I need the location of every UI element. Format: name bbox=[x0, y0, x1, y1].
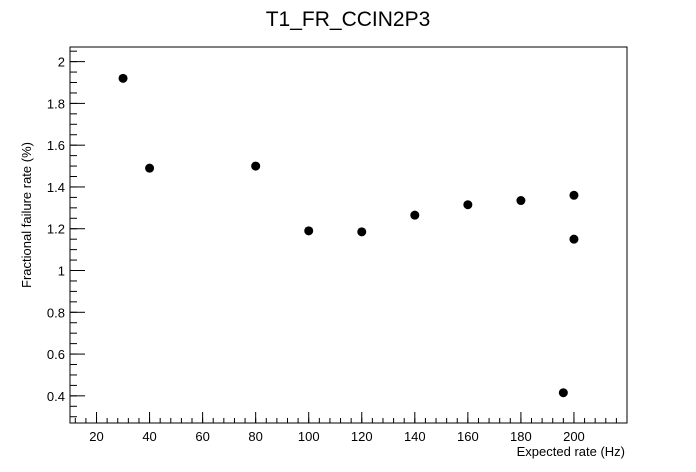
plot-frame bbox=[69, 46, 628, 424]
data-point bbox=[357, 227, 367, 237]
x-tick-label: 80 bbox=[248, 429, 262, 444]
x-tick-label: 200 bbox=[563, 429, 585, 444]
y-tick-label: 1.4 bbox=[47, 180, 65, 195]
y-tick-label: 2 bbox=[58, 55, 65, 70]
chart-title: T1_FR_CCIN2P3 bbox=[266, 8, 431, 31]
data-point bbox=[251, 161, 261, 171]
data-point bbox=[410, 210, 420, 220]
data-point bbox=[516, 196, 526, 206]
x-tick-label: 60 bbox=[195, 429, 209, 444]
y-tick-label: 1.6 bbox=[47, 138, 65, 153]
y-tick-label: 1.2 bbox=[47, 222, 65, 237]
x-tick-label: 140 bbox=[404, 429, 426, 444]
data-point bbox=[569, 190, 579, 200]
x-tick-label: 100 bbox=[298, 429, 320, 444]
data-point bbox=[558, 388, 568, 398]
y-tick-label: 0.8 bbox=[47, 305, 65, 320]
data-points bbox=[118, 73, 579, 398]
data-point bbox=[118, 73, 128, 83]
y-axis-label: Fractional failure rate (%) bbox=[19, 142, 34, 288]
data-point bbox=[569, 234, 579, 244]
data-point bbox=[145, 163, 155, 173]
data-point bbox=[304, 226, 314, 236]
y-tick-label: 0.6 bbox=[47, 347, 65, 362]
axis-tick-labels: 20 40 60 80 100 120 140 160 180 200 0.4 0.6 0.8 1 1.2 1… bbox=[47, 55, 585, 444]
x-tick-label: 180 bbox=[510, 429, 532, 444]
axis-ticks bbox=[70, 50, 628, 423]
y-tick-label: 1.8 bbox=[47, 96, 65, 111]
y-tick-label: 0.4 bbox=[47, 389, 65, 404]
data-point bbox=[463, 200, 473, 210]
x-tick-label: 160 bbox=[457, 429, 479, 444]
x-axis-label: Expected rate (Hz) bbox=[517, 444, 625, 459]
x-tick-label: 20 bbox=[89, 429, 103, 444]
y-tick-label: 1 bbox=[58, 264, 65, 279]
x-tick-label: 120 bbox=[351, 429, 373, 444]
x-tick-label: 40 bbox=[142, 429, 156, 444]
